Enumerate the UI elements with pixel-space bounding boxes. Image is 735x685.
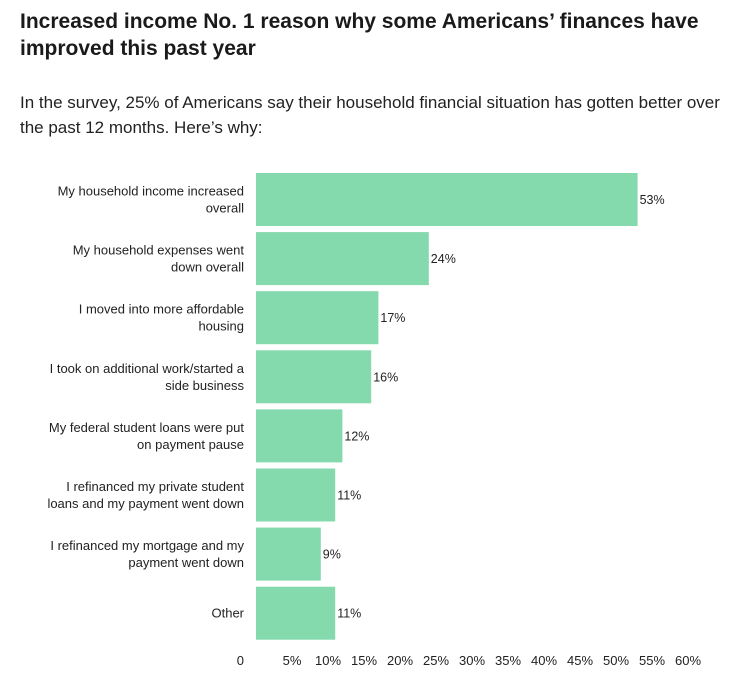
x-tick-label-10: 10%	[315, 653, 341, 668]
category-label-line: payment went down	[128, 555, 244, 570]
bar-6	[256, 468, 336, 522]
category-label-line: side business	[165, 378, 244, 393]
x-tick-label-50: 50%	[603, 653, 629, 668]
x-tick-label-40: 40%	[531, 653, 557, 668]
value-label-1: 53%	[640, 193, 665, 207]
category-label-5: My federal student loans were put on paym…	[49, 420, 244, 452]
x-tick-label-55: 55%	[639, 653, 665, 668]
x-tick-label-35: 35%	[495, 653, 521, 668]
value-label-7: 9%	[323, 548, 341, 562]
bar-8	[256, 586, 336, 640]
value-label-6: 11%	[337, 489, 361, 503]
x-tick-label-0: 0	[237, 653, 244, 668]
category-label-line: I moved into more affordable	[79, 302, 244, 317]
value-label-4: 16%	[373, 370, 398, 384]
value-label-5: 12%	[344, 429, 369, 443]
x-tick-label-30: 30%	[459, 653, 485, 668]
category-label-line: I refinanced my private student	[66, 479, 244, 494]
bar-5	[256, 409, 343, 463]
x-tick-label-60: 60%	[675, 653, 701, 668]
category-label-line: on payment pause	[137, 437, 244, 452]
bar-3	[256, 291, 379, 345]
chart-title: Increased income No. 1 reason why some A…	[20, 10, 699, 60]
x-tick-label-20: 20%	[387, 653, 413, 668]
x-tick-label-15: 15%	[351, 653, 377, 668]
category-label-line: Other	[211, 606, 244, 621]
category-label-line: loans and my payment went down	[47, 496, 244, 511]
category-label-8: Other	[211, 606, 244, 621]
category-label-line: I took on additional work/started a	[50, 361, 245, 376]
bar-1	[256, 173, 638, 226]
bar-7	[256, 527, 321, 581]
category-label-7: I refinanced my mortgage and my payment w…	[50, 538, 244, 570]
value-label-2: 24%	[431, 252, 456, 266]
category-label-line: down overall	[171, 260, 244, 275]
x-tick-label-25: 25%	[423, 653, 449, 668]
category-label-2: My household expenses went down overall	[73, 243, 245, 275]
x-tick-label-5: 5%	[283, 653, 302, 668]
category-label-4: I took on additional work/started a side …	[50, 361, 245, 393]
category-label-line: housing	[198, 319, 244, 334]
value-label-3: 17%	[380, 311, 405, 325]
category-label-line: I refinanced my mortgage and my	[50, 538, 244, 553]
bar-4	[256, 350, 372, 404]
chart-subtitle: In the survey, 25% of Americans say thei…	[20, 93, 720, 137]
value-label-8: 11%	[337, 607, 361, 621]
category-label-line: My household income increased	[58, 184, 244, 199]
bar-2	[256, 232, 429, 286]
category-label-line: My household expenses went	[73, 243, 245, 258]
category-label-line: My federal student loans were put	[49, 420, 244, 435]
category-label-line: overall	[206, 201, 244, 216]
category-label-3: I moved into more affordable housing	[79, 302, 244, 334]
category-label-6: I refinanced my private student loans and…	[47, 479, 244, 511]
category-label-1: My household income increased overall	[58, 184, 245, 216]
x-tick-label-45: 45%	[567, 653, 593, 668]
